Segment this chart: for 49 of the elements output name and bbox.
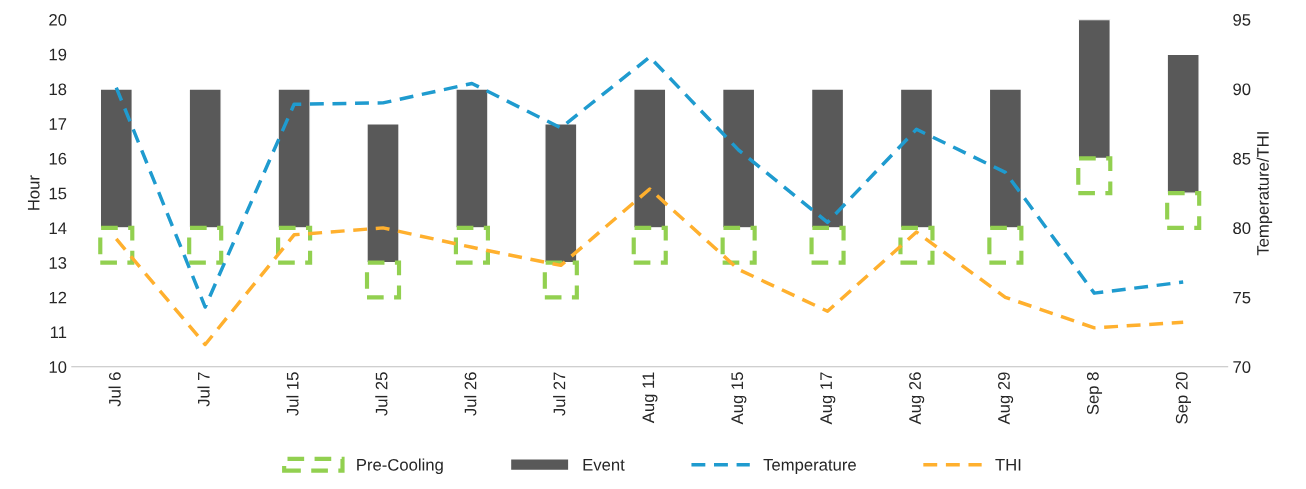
x-tick-label: Jul 15	[286, 372, 299, 416]
x-tick-label: Aug 11	[642, 372, 658, 424]
bar	[99, 88, 133, 229]
y-tick-label: 19	[49, 48, 67, 61]
legend-label: Event	[583, 459, 625, 471]
x-tick-label: Jul 25	[375, 372, 388, 416]
y-axis-title: Hour	[27, 175, 40, 210]
y-tick-label: 15	[49, 187, 67, 200]
bar	[810, 88, 845, 229]
bar	[633, 88, 667, 229]
x-tick-label: Jul 6	[108, 372, 121, 407]
y2-tick-label: 70	[1233, 361, 1251, 373]
x-tick-label: Sep 8	[1086, 372, 1103, 415]
bar	[1166, 53, 1200, 194]
y-tick-label: 14	[49, 222, 67, 234]
x-tick-label: Jul 27	[553, 372, 566, 416]
y-tick-label: 12	[49, 291, 67, 304]
y2-tick-label: 80	[1233, 222, 1251, 235]
legend-label: Pre-Cooling	[357, 458, 443, 474]
x-tick-label: Sep 20	[1175, 372, 1191, 424]
bar	[988, 88, 1023, 229]
x-tick-label: Aug 26	[909, 372, 925, 425]
y-tick-label: 20	[49, 13, 67, 26]
legend-label: Temperature	[763, 459, 856, 474]
x-tick-label: Jul 7	[197, 372, 210, 407]
y2-axis-title: Temperature/THI	[1256, 132, 1273, 256]
x-tick-label: Jul 26	[464, 372, 477, 416]
y-tick-label: 16	[49, 152, 67, 165]
legend-label: THI	[995, 459, 1021, 471]
bar	[1077, 19, 1111, 160]
y2-tick-label: 75	[1233, 291, 1251, 304]
y-tick-label: 11	[50, 326, 67, 339]
bar	[544, 123, 578, 264]
line-series	[114, 187, 1185, 347]
bar	[721, 88, 756, 229]
y-tick-label: 18	[49, 83, 67, 96]
y2-tick-label: 90	[1233, 83, 1251, 96]
bar	[277, 88, 311, 229]
y-tick-label: 10	[49, 361, 67, 373]
y2-tick-label: 85	[1233, 152, 1251, 165]
line-series	[114, 55, 1185, 309]
y-tick-label: 17	[49, 118, 67, 130]
bar	[188, 88, 222, 229]
y2-tick-label: 95	[1233, 13, 1251, 26]
x-tick-label: Aug 17	[820, 372, 836, 425]
x-tick-label: Aug 15	[731, 372, 747, 425]
x-tick-label: Aug 29	[998, 372, 1014, 425]
bar	[899, 88, 934, 229]
y-tick-label: 13	[49, 256, 67, 269]
